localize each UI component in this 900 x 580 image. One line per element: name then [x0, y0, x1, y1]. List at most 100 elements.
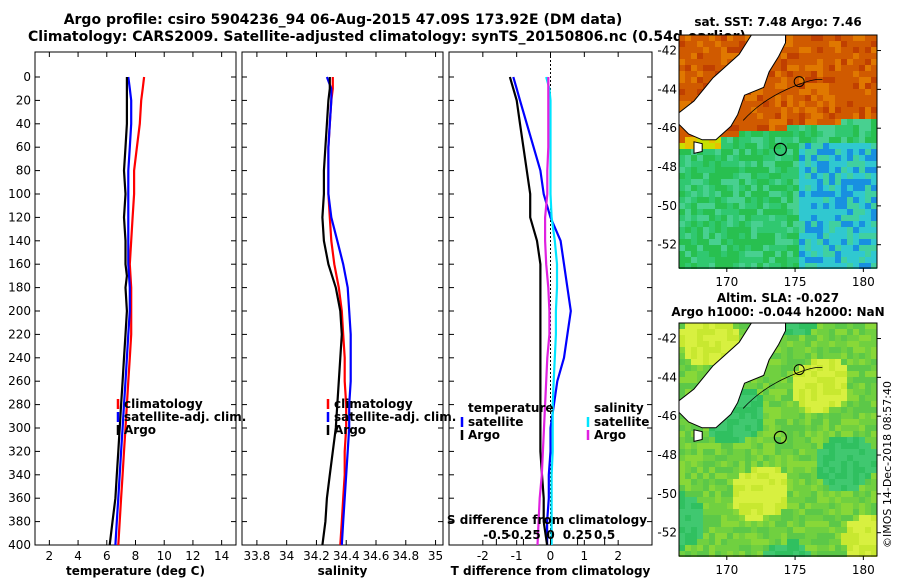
map-cell [763, 227, 769, 233]
map-cell [721, 335, 727, 341]
map-cell [709, 161, 715, 167]
map-cell [739, 215, 745, 221]
map-cell [739, 239, 745, 245]
map-cell [739, 173, 745, 179]
map-cell [751, 251, 757, 257]
map-cell [763, 479, 769, 485]
y-tick-label: 400 [8, 538, 31, 552]
map-cell [811, 401, 817, 407]
map-cell [763, 545, 769, 551]
map-cell [847, 425, 853, 431]
map-cell [679, 377, 685, 383]
map-cell [685, 437, 691, 443]
map-cell [709, 521, 715, 527]
map-cell [697, 371, 703, 377]
map-cell [745, 215, 751, 221]
map-cell [829, 131, 835, 137]
map-cell [703, 251, 709, 257]
x-tick-label: 34.4 [333, 549, 360, 563]
map-cell [811, 173, 817, 179]
map-cell [853, 515, 859, 521]
map-cell [769, 155, 775, 161]
map-cell [775, 359, 781, 365]
map-cell [727, 425, 733, 431]
map-cell [829, 437, 835, 443]
map-cell [823, 83, 829, 89]
map-cell [787, 365, 793, 371]
map-cell [799, 233, 805, 239]
map-cell [859, 371, 865, 377]
map-cell [715, 347, 721, 353]
map-cell [709, 467, 715, 473]
map-cell [847, 461, 853, 467]
map-cell [865, 527, 871, 533]
map-cell [703, 59, 709, 65]
map-cell [697, 197, 703, 203]
map-cell [823, 545, 829, 551]
map-cell [841, 533, 847, 539]
map-cell [721, 251, 727, 257]
map-cell [871, 461, 877, 467]
map-cell [841, 545, 847, 551]
map-cell [703, 167, 709, 173]
map-cell [697, 251, 703, 257]
map-cell [817, 245, 823, 251]
map-cell [733, 431, 739, 437]
map-cell [751, 221, 757, 227]
map-cell [829, 401, 835, 407]
map-cell [859, 83, 865, 89]
map-cell [715, 203, 721, 209]
diff-line-s-argo [536, 77, 551, 546]
map-cell [697, 323, 703, 329]
map-cell [769, 173, 775, 179]
map-cell [811, 395, 817, 401]
map-cell [841, 341, 847, 347]
map-cell [817, 533, 823, 539]
map-cell [847, 209, 853, 215]
map-cell [811, 497, 817, 503]
map-cell [697, 203, 703, 209]
map-cell [811, 425, 817, 431]
map-cell [679, 491, 685, 497]
map-cell [709, 245, 715, 251]
map-cell [721, 527, 727, 533]
map-cell [727, 491, 733, 497]
map-cell [727, 455, 733, 461]
map-cell [823, 497, 829, 503]
map-cell [829, 71, 835, 77]
map-cell [811, 185, 817, 191]
map-cell [787, 239, 793, 245]
map-cell [709, 251, 715, 257]
map-cell [685, 551, 691, 557]
map-cell [727, 185, 733, 191]
map-cell [805, 185, 811, 191]
map-cell [763, 131, 769, 137]
map-cell [859, 539, 865, 545]
map-cell [865, 389, 871, 395]
map-cell [847, 173, 853, 179]
map-cell [817, 467, 823, 473]
map-cell [823, 215, 829, 221]
map-cell [871, 527, 877, 533]
map-cell [841, 191, 847, 197]
map-cell [871, 551, 877, 557]
map-cell [745, 533, 751, 539]
map-cell [727, 503, 733, 509]
map-cell [847, 323, 853, 329]
map-cell [697, 191, 703, 197]
map-cell [841, 173, 847, 179]
map-cell [859, 119, 865, 125]
map-cell [697, 449, 703, 455]
map-cell [721, 443, 727, 449]
map-cell [757, 155, 763, 161]
map-cell [859, 113, 865, 119]
map-cell [757, 89, 763, 95]
map-cell [685, 83, 691, 89]
map-cell [781, 167, 787, 173]
map-cell [841, 509, 847, 515]
map-cell [763, 413, 769, 419]
map-cell [805, 131, 811, 137]
map-cell [679, 509, 685, 515]
map-cell [835, 335, 841, 341]
map-cell [763, 527, 769, 533]
